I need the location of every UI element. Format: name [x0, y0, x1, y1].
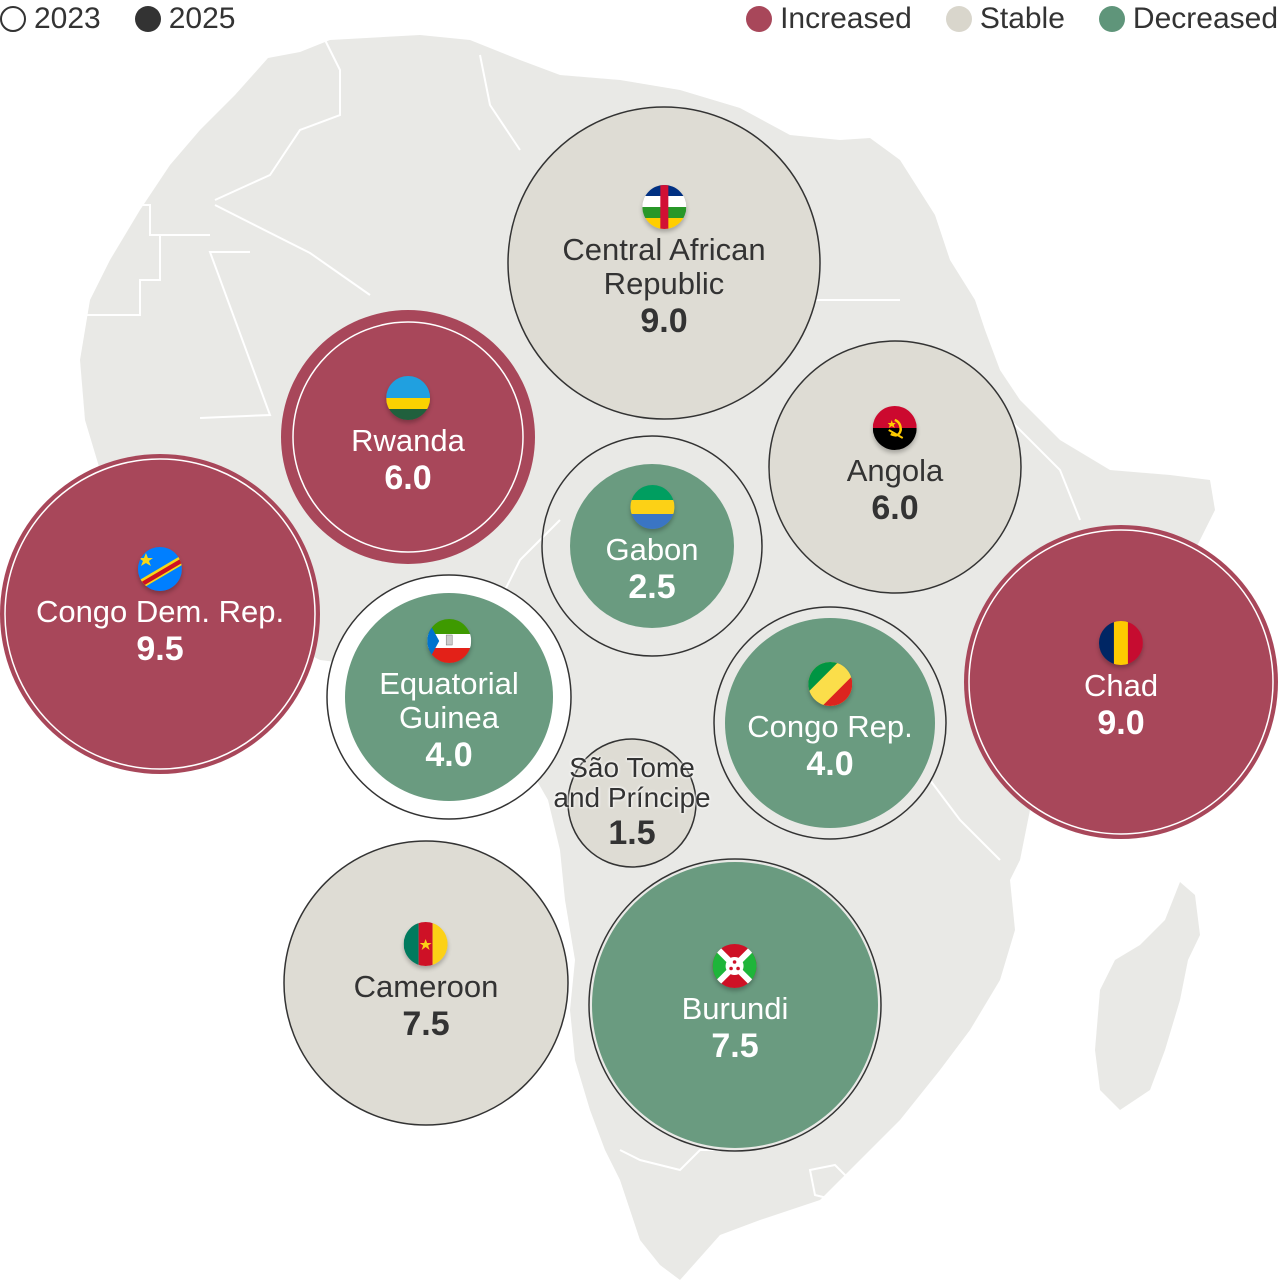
bubble-rwanda[interactable]	[281, 310, 535, 564]
legend-item-increased: Increased	[746, 2, 912, 36]
legend-label: 2023	[34, 2, 101, 35]
bubble-gabon[interactable]	[541, 435, 763, 657]
bubble-chad[interactable]	[964, 525, 1278, 839]
legend-label: 2025	[168, 2, 236, 35]
legend-item-stable: Stable	[945, 2, 1065, 36]
bubble-equatorial-guinea[interactable]	[326, 574, 572, 820]
madagascar-landmass	[1095, 882, 1200, 1110]
bubble-burundi[interactable]	[588, 858, 882, 1152]
hollow-circle-icon	[0, 6, 26, 32]
legend-item-decreased: Decreased	[1098, 2, 1278, 36]
bubble-angola[interactable]	[768, 340, 1022, 594]
solid-circle-icon	[134, 6, 161, 32]
bubble-sao-tome-and-principe[interactable]	[567, 738, 697, 868]
year-legend: 2023 2025	[0, 0, 236, 38]
legend-item-2023: 2023	[0, 2, 101, 36]
legend-label: Increased	[780, 2, 912, 35]
bubble-congo-dem-rep[interactable]	[0, 454, 320, 774]
country-borders	[77, 39, 1081, 1202]
bubble-congo-rep[interactable]	[713, 606, 947, 840]
legend-item-2025: 2025	[134, 2, 236, 36]
bubble-cameroon[interactable]	[283, 840, 569, 1126]
increased-color-swatch-icon	[746, 6, 773, 32]
status-legend: Increased Stable Decreased	[746, 0, 1278, 38]
legend-label: Decreased	[1132, 2, 1278, 35]
legend-label: Stable	[979, 2, 1065, 35]
decreased-color-swatch-icon	[1098, 6, 1125, 32]
stable-color-swatch-icon	[945, 6, 972, 32]
bubble-central-african-republic[interactable]	[507, 106, 821, 420]
